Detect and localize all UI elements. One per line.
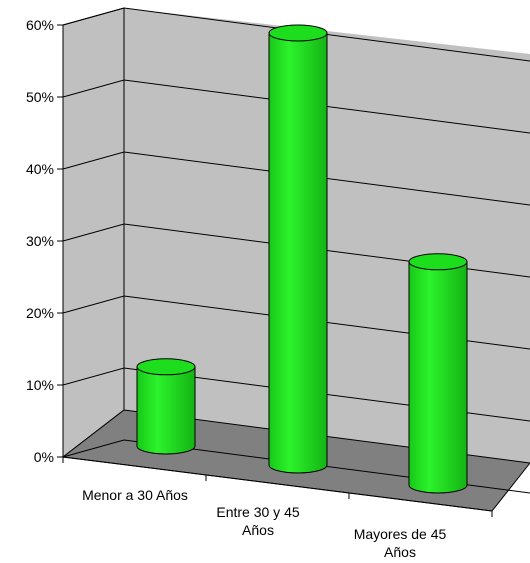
bar-top bbox=[408, 253, 468, 271]
bar-body bbox=[408, 261, 468, 494]
bar bbox=[408, 253, 468, 494]
gridline bbox=[62, 223, 530, 278]
gridlines bbox=[62, 7, 530, 494]
y-tick-label: 0% bbox=[34, 449, 54, 465]
gridline bbox=[62, 79, 530, 134]
y-tick-label: 30% bbox=[26, 233, 54, 249]
bar bbox=[268, 24, 328, 474]
x-ticks bbox=[62, 457, 493, 517]
y-tick-label: 60% bbox=[26, 17, 54, 33]
gridline bbox=[62, 151, 530, 206]
bar-body bbox=[136, 366, 196, 455]
gridline bbox=[62, 367, 530, 422]
y-tick-label: 50% bbox=[26, 89, 54, 105]
y-tick-label: 10% bbox=[26, 377, 54, 393]
y-tick-label: 20% bbox=[26, 305, 54, 321]
gridline bbox=[62, 295, 530, 350]
y-tick-label: 40% bbox=[26, 161, 54, 177]
x-category-label: Entre 30 y 45 Años bbox=[216, 504, 299, 538]
bars bbox=[136, 24, 468, 494]
bar-top bbox=[136, 358, 196, 376]
bar bbox=[136, 358, 196, 455]
gridline bbox=[62, 439, 530, 494]
bar-body bbox=[268, 32, 328, 474]
category-labels: Menor a 30 Años Entre 30 y 45 Años Mayores … bbox=[82, 487, 446, 560]
bar-top bbox=[268, 24, 328, 42]
x-category-label: Menor a 30 Años bbox=[82, 487, 188, 503]
gridline bbox=[62, 7, 530, 62]
x-category-label: Mayores de 45 Años bbox=[354, 526, 447, 560]
y-ticks: 0% 10% 20% 30% 40% 50% 60% bbox=[26, 17, 63, 465]
x-axis-line bbox=[62, 456, 493, 512]
